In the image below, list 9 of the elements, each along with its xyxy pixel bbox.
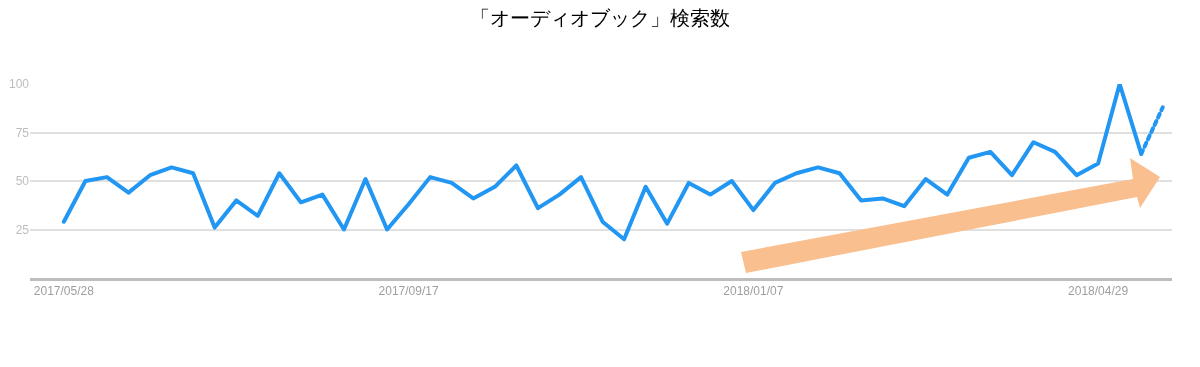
y-tick-label: 25 bbox=[15, 222, 30, 237]
x-tick-label: 2017/09/17 bbox=[378, 284, 439, 299]
x-tick-label: 2018/04/29 bbox=[1068, 284, 1129, 299]
x-tick-label: 2017/05/28 bbox=[33, 284, 95, 299]
y-tick-label: 75 bbox=[15, 125, 30, 140]
chart-title: 「オーディオブック」検索数 bbox=[470, 6, 730, 31]
y-tick-label: 100 bbox=[8, 77, 30, 92]
x-tick-label: 2018/01/07 bbox=[723, 284, 784, 299]
y-tick-label: 50 bbox=[15, 174, 30, 189]
